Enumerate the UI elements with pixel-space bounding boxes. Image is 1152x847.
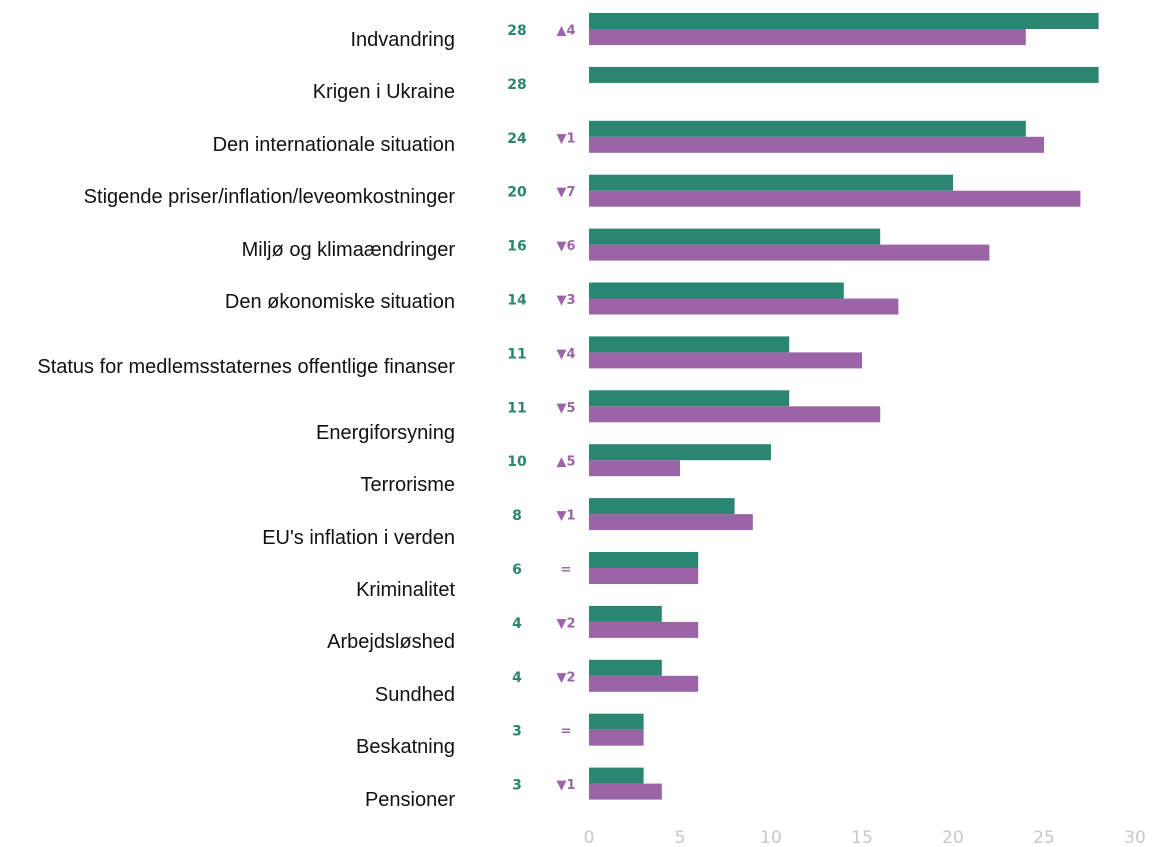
category-label: Energiforsyning: [316, 421, 455, 444]
bar: [589, 514, 753, 531]
change-label: ▼2: [556, 670, 575, 685]
x-tick-label: 20: [942, 828, 964, 847]
change-label: ▼1: [556, 131, 575, 146]
value-label: 11: [507, 346, 526, 362]
category-label: Terrorisme: [360, 474, 455, 497]
value-label: 4: [512, 670, 522, 686]
bar: [589, 713, 644, 730]
bar: [589, 568, 699, 584]
bar: [589, 729, 644, 746]
x-tick-label: 25: [1033, 828, 1055, 847]
value-label: 3: [512, 724, 522, 740]
change-label: ▼7: [556, 185, 575, 200]
change-label: =: [561, 563, 572, 578]
bar: [589, 120, 1026, 137]
bar: [589, 244, 990, 261]
x-tick-label: 30: [1124, 828, 1146, 847]
category-label: Pensioner: [364, 788, 455, 811]
x-tick-label: 15: [851, 828, 873, 847]
category-label: Miljø og klimaændringer: [241, 238, 455, 261]
bar: [589, 336, 790, 353]
value-label: 28: [507, 23, 526, 39]
value-label: 10: [507, 454, 527, 470]
category-label: Arbejdsløshed: [327, 631, 455, 654]
value-label: 24: [507, 131, 527, 147]
change-label: ▼5: [556, 401, 575, 416]
change-label: ▲5: [556, 455, 575, 470]
change-label: =: [561, 724, 572, 739]
bar: [589, 605, 662, 622]
bar: [589, 352, 862, 369]
bar: [589, 298, 899, 315]
bar: [589, 174, 953, 191]
bar: [589, 390, 790, 407]
change-label: ▼1: [556, 509, 575, 524]
category-label: Stigende priser/inflation/leveomkostning…: [83, 186, 455, 209]
value-label: 3: [512, 778, 522, 794]
change-label: ▼2: [556, 616, 575, 631]
category-label: EU's inflation i verden: [262, 526, 455, 549]
category-label: Sundhed: [374, 683, 455, 706]
bar: [589, 406, 881, 423]
bar: [589, 552, 699, 568]
bar: [589, 675, 699, 692]
change-label: ▼6: [556, 239, 575, 254]
value-label: 4: [512, 616, 522, 632]
x-tick-label: 10: [760, 828, 782, 847]
value-label: 14: [507, 293, 527, 309]
category-label: Beskatning: [356, 736, 455, 759]
bar: [589, 228, 881, 245]
value-label: 28: [507, 77, 526, 93]
bar: [589, 29, 1026, 45]
bar: [589, 190, 1081, 207]
value-label: 20: [507, 185, 527, 201]
bar: [589, 659, 662, 676]
change-label: ▼4: [556, 347, 575, 362]
category-label: Status for medlemsstaternes offentlige f…: [37, 356, 455, 379]
value-label: 16: [507, 239, 526, 255]
value-label: 11: [507, 400, 526, 416]
bar: [589, 444, 771, 461]
category-label: Indvandring: [350, 29, 455, 51]
bar: [589, 621, 699, 638]
category-label: Den internationale situation: [212, 133, 455, 156]
x-tick-label: 5: [675, 828, 686, 847]
bar: [589, 136, 1044, 153]
bar: [589, 498, 735, 515]
change-label: ▼3: [556, 293, 575, 308]
category-label: Kriminalitet: [356, 579, 455, 601]
change-label: ▼1: [556, 778, 575, 793]
bar: [589, 767, 644, 784]
category-label: Krigen i Ukraine: [312, 81, 455, 104]
bar: [589, 13, 1099, 29]
category-label: Den økonomiske situation: [224, 291, 455, 313]
bar: [589, 282, 844, 299]
bar: [589, 66, 1099, 83]
value-label: 6: [512, 562, 522, 578]
bar: [589, 783, 662, 800]
x-tick-label: 0: [584, 828, 595, 847]
value-label: 8: [512, 508, 522, 524]
bar: [589, 460, 680, 477]
change-label: ▲4: [556, 24, 575, 39]
